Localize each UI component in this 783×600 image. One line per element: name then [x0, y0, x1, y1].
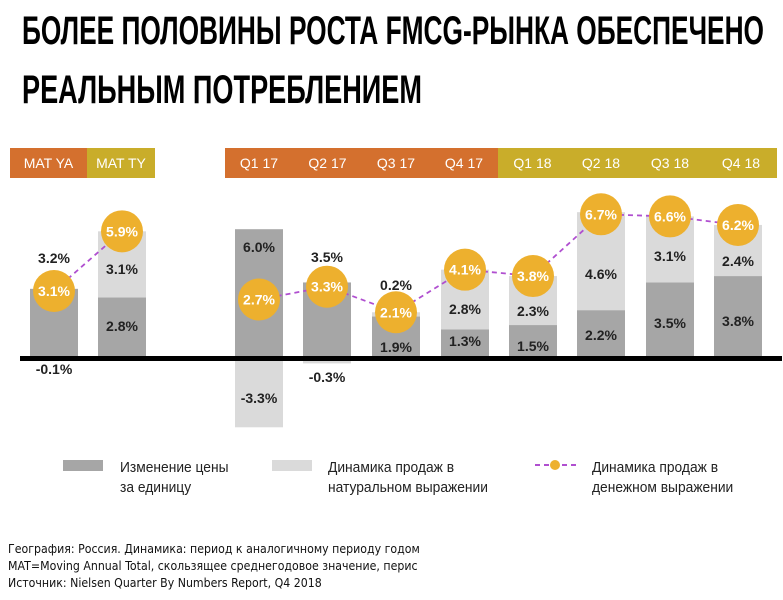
header-band-2 — [225, 148, 293, 178]
category-label: Q1 18 — [513, 155, 551, 171]
category-label: Q1 17 — [240, 155, 278, 171]
bar-volume — [235, 357, 283, 428]
label-volume: -3.3% — [241, 390, 278, 406]
label-volume: 3.1% — [106, 261, 138, 277]
label-volume: 3.1% — [654, 248, 686, 264]
header-band-8 — [635, 148, 705, 178]
category-label: Q3 17 — [377, 155, 415, 171]
label-volume: -0.1% — [36, 361, 73, 377]
value-point — [717, 203, 759, 246]
label-price-change: 3.5% — [654, 315, 686, 331]
header-band-7 — [567, 148, 635, 178]
header-band-3 — [293, 148, 362, 178]
category-label: Q2 18 — [582, 155, 620, 171]
label-value: 6.7% — [585, 206, 617, 222]
bar-price-change — [577, 310, 625, 357]
label-value: 3.3% — [311, 279, 343, 295]
header-band-5 — [430, 148, 498, 178]
bar-price-change — [714, 276, 762, 357]
label-price-change: 1.9% — [380, 339, 412, 355]
page-title: БОЛЕЕ ПОЛОВИНЫ РОСТА FMCG-РЫНКА ОБЕСПЕЧЕ… — [22, 9, 764, 112]
label-volume: 4.6% — [585, 266, 617, 282]
label-volume: 2.8% — [449, 301, 481, 317]
label-value: 6.6% — [654, 208, 686, 224]
label-price-change: 2.2% — [585, 327, 617, 343]
legend-volume: Динамика продаж в натуральном выражении — [328, 459, 488, 496]
legend-swatch-value — [535, 460, 576, 470]
label-volume: 2.3% — [517, 303, 549, 319]
label-price-change: 6.0% — [243, 239, 275, 255]
label-volume: -0.3% — [309, 369, 346, 385]
footer-geography: География: Россия. Динамика: период к ан… — [8, 541, 420, 556]
label-value: 3.8% — [517, 268, 549, 284]
label-price-change: 3.5% — [311, 249, 343, 265]
header-band-6 — [498, 148, 567, 178]
label-value: 5.9% — [106, 223, 138, 239]
label-price-change: 3.2% — [38, 250, 70, 266]
bar-price-change — [646, 282, 694, 357]
value-point — [33, 269, 75, 312]
label-price-change: 2.8% — [106, 318, 138, 334]
category-label: MAT TY — [96, 155, 146, 171]
label-volume: 0.2% — [380, 277, 412, 293]
label-value: 2.1% — [380, 304, 412, 320]
label-price-change: 1.3% — [449, 333, 481, 349]
category-label: Q2 17 — [308, 155, 346, 171]
label-price-change: 3.8% — [722, 313, 754, 329]
footer-source: Источник: Nielsen Quarter By Numbers Rep… — [8, 575, 322, 590]
value-point — [101, 210, 143, 253]
value-point — [306, 265, 348, 308]
header-band-9 — [705, 148, 777, 178]
label-volume: 2.4% — [722, 253, 754, 269]
title-line-1: БОЛЕЕ ПОЛОВИНЫ РОСТА FMCG-РЫНКА ОБЕСПЕЧЕ… — [22, 9, 764, 53]
category-label: Q3 18 — [651, 155, 689, 171]
value-point — [649, 195, 691, 238]
category-label: Q4 18 — [722, 155, 760, 171]
value-point — [238, 278, 280, 321]
category-label: MAT YA — [24, 155, 74, 171]
category-label: Q4 17 — [445, 155, 483, 171]
title-line-2: РЕАЛЬНЫМ ПОТРЕБЛЕНИЕМ — [22, 68, 422, 112]
value-point — [512, 255, 554, 298]
zero-axis — [20, 356, 782, 361]
value-point — [444, 248, 486, 291]
value-point — [375, 291, 417, 334]
bar-price-change — [441, 329, 489, 357]
legend-swatch-volume — [272, 460, 312, 471]
footer-mat: MAT=Moving Annual Total, скользящее сред… — [8, 558, 418, 573]
label-value: 2.7% — [243, 291, 275, 307]
bar-price-change — [98, 297, 146, 357]
chart: MAT YA MAT TY Q1 17 Q2 17 Q3 17 Q4 17 Q1 18 Q2 … — [10, 148, 782, 428]
value-point — [580, 193, 622, 236]
label-value: 3.1% — [38, 283, 70, 299]
legend-value: Динамика продаж в денежном выражении — [592, 459, 734, 496]
label-price-change: 1.5% — [517, 338, 549, 354]
header-band-1 — [87, 148, 155, 178]
legend-price: Изменение цены за единицу — [120, 459, 229, 496]
header-band-4 — [362, 148, 430, 178]
label-value: 6.2% — [722, 217, 754, 233]
header-band-0 — [10, 148, 87, 178]
bar-price-change — [509, 325, 557, 357]
legend-swatch-price — [63, 460, 103, 471]
label-value: 4.1% — [449, 262, 481, 278]
